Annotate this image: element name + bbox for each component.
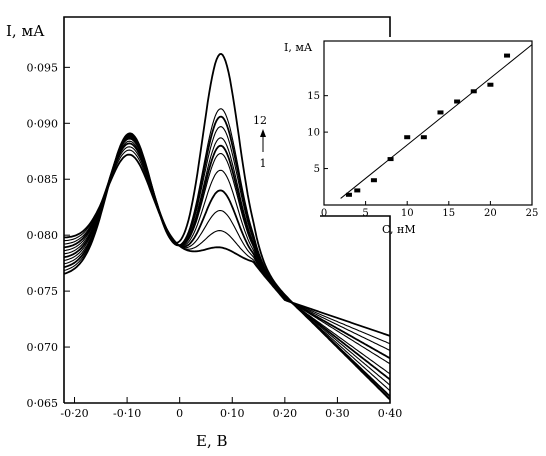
- inset-y-ticks: 5 10 15: [307, 91, 328, 175]
- voltammogram-curve-3: [63, 146, 391, 351]
- main-y-tick-label: 0·075: [27, 285, 59, 298]
- annotation-bottom-label: 1: [260, 157, 267, 170]
- inset-data-point: [504, 53, 511, 58]
- inset-fit-line: [340, 44, 533, 199]
- main-x-tick-label: -0·20: [60, 407, 88, 420]
- main-y-tick-label: 0·090: [27, 117, 59, 130]
- inset-plot-frame: [323, 40, 533, 206]
- main-y-tick-label: 0·085: [27, 173, 59, 186]
- main-curves-group: [63, 53, 391, 401]
- main-x-tick-label: 0·20: [273, 407, 298, 420]
- voltammogram-curve-1: [64, 153, 391, 337]
- inset-data-point: [437, 110, 444, 115]
- main-x-axis-label: E, B: [196, 432, 228, 450]
- inset-chart: 0 5 10 15 20 25 5 10 15 I, мА C, нМ: [284, 37, 538, 236]
- inset-x-axis-label: C, нМ: [382, 223, 416, 236]
- main-chart: -0·20 -0·10 0 0·10 0·20 0·30 0·40 0·0950·0900·…: [6, 16, 402, 450]
- voltammogram-curve-12: [63, 53, 391, 401]
- main-x-tick-label: 0·10: [220, 407, 245, 420]
- main-plot-frame: [63, 16, 391, 404]
- inset-data-point: [404, 135, 411, 140]
- main-x-ticks: -0·20 -0·10 0 0·10 0·20 0·30 0·40: [60, 397, 402, 420]
- inset-x-tick-label: 10: [401, 208, 414, 219]
- inset-x-tick-label: 0: [321, 208, 327, 219]
- inset-y-tick-label: 15: [307, 91, 320, 102]
- curve-order-annotation: 12 1: [253, 114, 267, 170]
- annotation-top-label: 12: [253, 114, 267, 127]
- inset-points-group: [345, 53, 511, 197]
- inset-data-point: [487, 82, 494, 87]
- inset-data-point: [470, 89, 477, 94]
- inset-y-tick-label: 10: [307, 128, 320, 139]
- inset-x-ticks: 0 5 10 15 20 25: [321, 201, 539, 219]
- inset-data-point: [370, 178, 377, 183]
- main-y-tick-label: 0·065: [27, 397, 59, 410]
- main-y-axis-label: I, мА: [6, 22, 45, 40]
- inset-y-axis-label: I, мА: [284, 41, 313, 54]
- main-x-tick-label: 0·30: [325, 407, 350, 420]
- inset-data-point: [454, 99, 461, 104]
- voltammogram-curve-4: [63, 142, 391, 359]
- inset-data-point: [387, 157, 394, 162]
- main-y-ticks: 0·095 0·090 0·085 0·080 0·075 0·070 0·065: [27, 61, 70, 410]
- annotation-arrow-head: [260, 129, 266, 137]
- inset-y-tick-label: 5: [314, 164, 320, 175]
- main-y-tick-label: 0·070: [27, 341, 59, 354]
- main-y-tick-label: 0·080: [27, 229, 59, 242]
- inset-data-point: [420, 135, 427, 140]
- inset-x-tick-label: 5: [362, 208, 368, 219]
- main-x-tick-label: 0: [176, 407, 183, 420]
- main-x-tick-label: -0·10: [113, 407, 141, 420]
- inset-x-tick-label: 20: [484, 208, 497, 219]
- main-y-tick-label: 0·095: [27, 61, 59, 74]
- inset-x-tick-label: 25: [526, 208, 539, 219]
- inset-background: [314, 37, 536, 213]
- inset-data-point: [354, 188, 361, 193]
- main-x-tick-label: 0·40: [378, 407, 403, 420]
- inset-x-tick-label: 15: [442, 208, 455, 219]
- voltammogram-curve-2: [63, 149, 391, 345]
- inset-data-point: [345, 192, 352, 197]
